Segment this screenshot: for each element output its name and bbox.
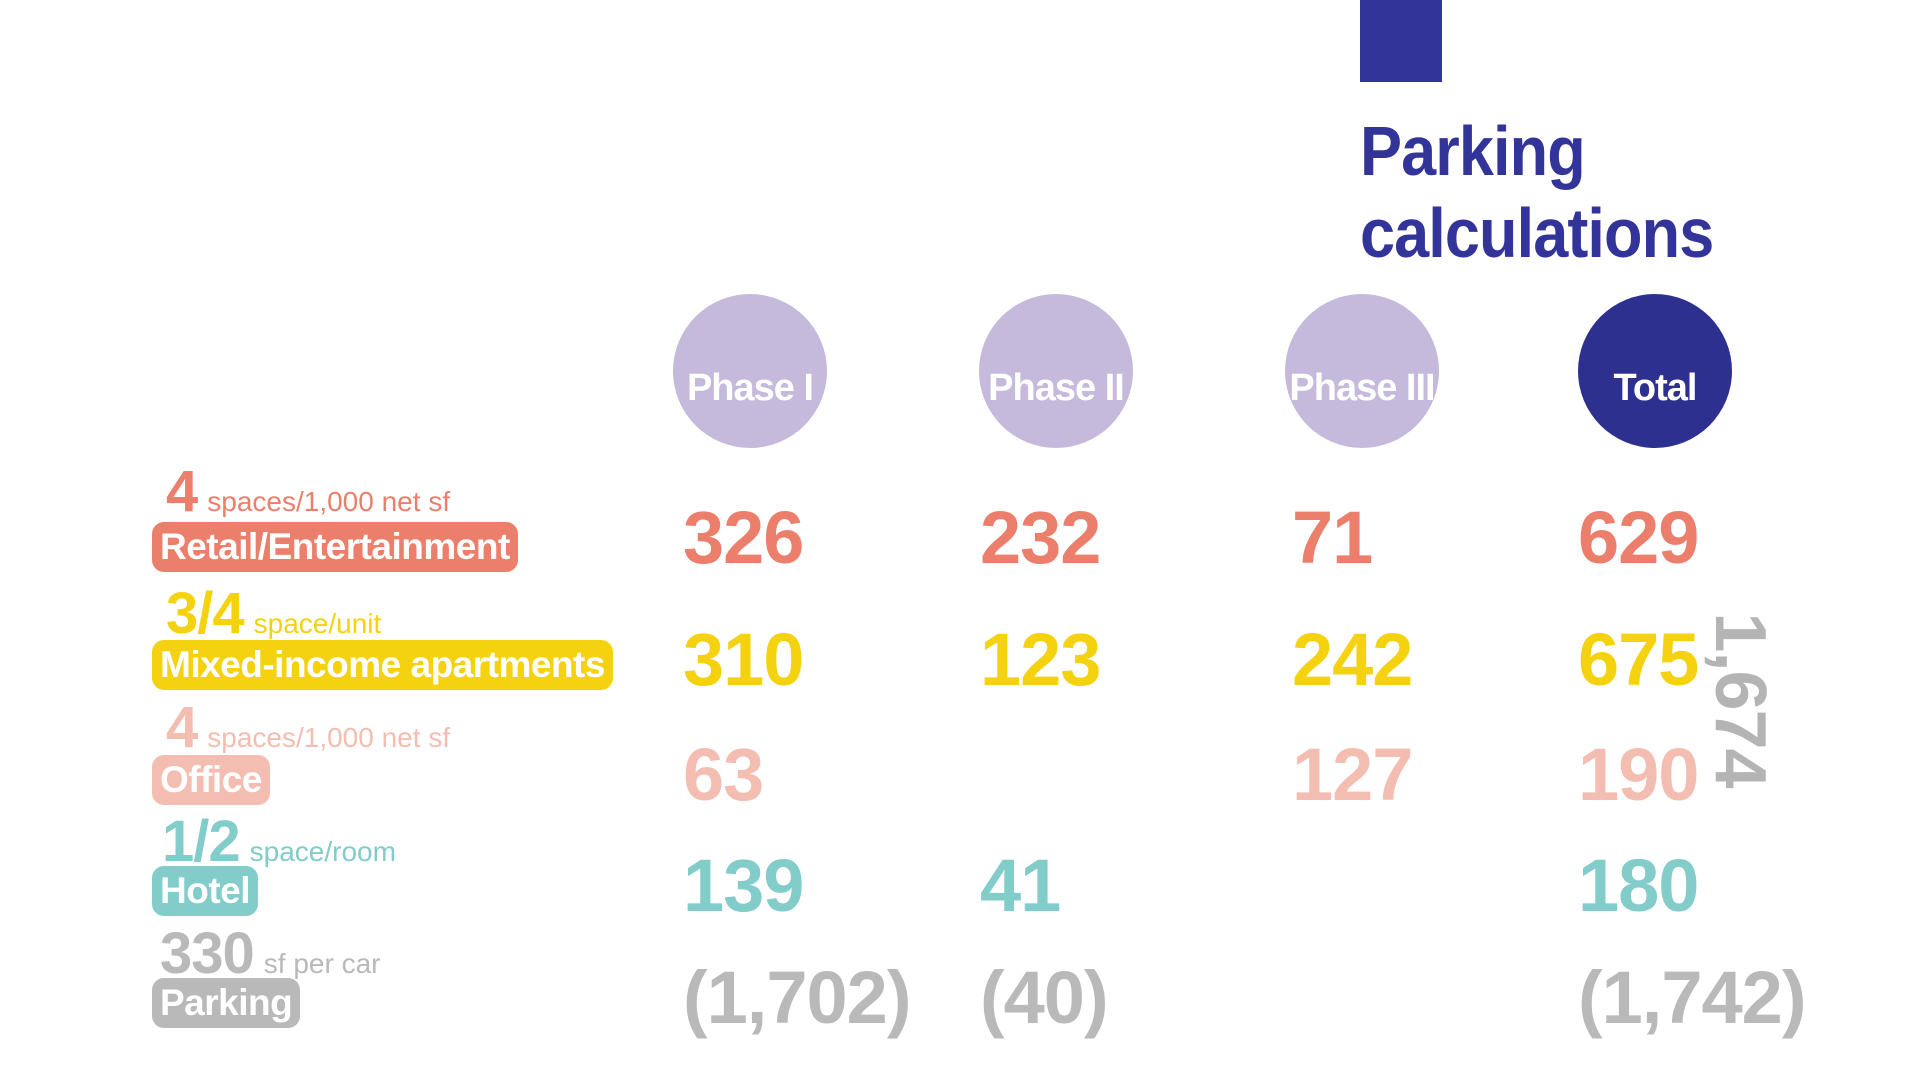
retail-total-value: 629 [1578, 496, 1699, 579]
parking-ratio-value: 330 [160, 921, 255, 986]
apartments-phase-2-value: 123 [980, 618, 1101, 701]
hotel-category-label: Hotel [152, 866, 258, 916]
retail-category-label: Retail/Entertainment [152, 522, 518, 572]
parking-phase-2-value: (40) [980, 956, 1109, 1039]
retail-phase-3-value: 71 [1292, 496, 1373, 579]
parking-ratio-unit: sf per car [263, 948, 381, 979]
parking-ratio: 330 sf per car [160, 920, 380, 987]
apartments-phase-3-value: 242 [1292, 618, 1413, 701]
retail-ratio-unit: spaces/1,000 net sf [207, 486, 451, 517]
apartments-ratio: 3/4 space/unit [166, 580, 381, 647]
retail-ratio: 4 spaces/1,000 net sf [166, 458, 450, 525]
apartments-ratio-unit: space/unit [253, 608, 382, 639]
office-phase-3-value: 127 [1292, 733, 1413, 816]
column-header-total: Total [1578, 294, 1732, 448]
column-header-phase-3: Phase III [1285, 294, 1439, 448]
hotel-phase-2-value: 41 [980, 844, 1061, 927]
apartments-ratio-value: 3/4 [166, 581, 245, 646]
office-ratio: 4 spaces/1,000 net sf [166, 694, 450, 761]
column-header-phase-1: Phase I [673, 294, 827, 448]
parking-phase-1-value: (1,702) [683, 956, 911, 1039]
grand-total-value: 1,674 [1700, 612, 1780, 788]
office-ratio-value: 4 [166, 695, 198, 760]
office-phase-1-value: 63 [683, 733, 764, 816]
hotel-phase-1-value: 139 [683, 844, 804, 927]
accent-block [1360, 0, 1442, 82]
retail-ratio-value: 4 [166, 459, 198, 524]
page-title: Parking calculations [1360, 110, 1714, 274]
retail-phase-2-value: 232 [980, 496, 1101, 579]
office-total-value: 190 [1578, 733, 1699, 816]
title-line-1: Parking [1360, 112, 1586, 190]
office-category-label: Office [152, 755, 270, 805]
retail-phase-1-value: 326 [683, 496, 804, 579]
apartments-total-value: 675 [1578, 618, 1699, 701]
hotel-ratio-value: 1/2 [162, 809, 241, 874]
column-header-phase-2: Phase II [979, 294, 1133, 448]
office-ratio-unit: spaces/1,000 net sf [207, 722, 451, 753]
hotel-ratio: 1/2 space/room [162, 808, 396, 875]
apartments-category-label: Mixed-income apartments [152, 640, 613, 690]
title-line-2: calculations [1360, 194, 1714, 272]
parking-total-value: (1,742) [1578, 956, 1806, 1039]
apartments-phase-1-value: 310 [683, 618, 804, 701]
parking-category-label: Parking [152, 978, 301, 1028]
hotel-ratio-unit: space/room [249, 836, 396, 867]
hotel-total-value: 180 [1578, 844, 1699, 927]
